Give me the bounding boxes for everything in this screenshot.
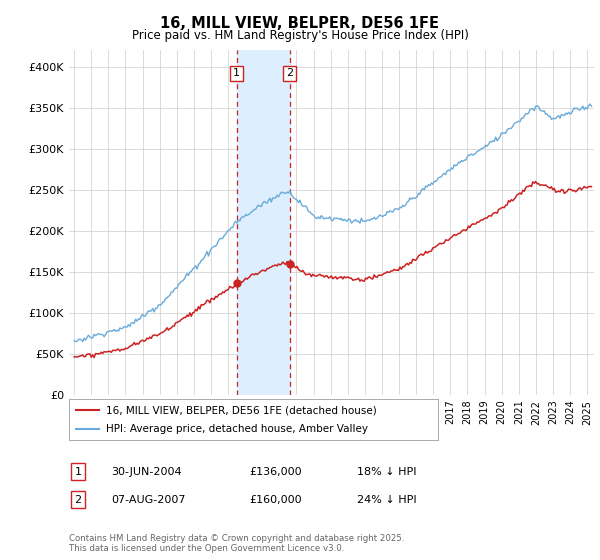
Text: 2: 2 [286, 68, 293, 78]
Text: 30-JUN-2004: 30-JUN-2004 [111, 466, 182, 477]
Text: Contains HM Land Registry data © Crown copyright and database right 2025.
This d: Contains HM Land Registry data © Crown c… [69, 534, 404, 553]
Text: £136,000: £136,000 [249, 466, 302, 477]
Text: 16, MILL VIEW, BELPER, DE56 1FE (detached house): 16, MILL VIEW, BELPER, DE56 1FE (detache… [106, 405, 377, 415]
Text: HPI: Average price, detached house, Amber Valley: HPI: Average price, detached house, Ambe… [106, 424, 368, 433]
Text: 1: 1 [74, 466, 82, 477]
Text: £160,000: £160,000 [249, 494, 302, 505]
Text: 2: 2 [74, 494, 82, 505]
Text: 24% ↓ HPI: 24% ↓ HPI [357, 494, 416, 505]
Bar [236, 50, 290, 395]
Text: 1: 1 [233, 68, 240, 78]
Text: 18% ↓ HPI: 18% ↓ HPI [357, 466, 416, 477]
Text: 07-AUG-2007: 07-AUG-2007 [111, 494, 185, 505]
Text: 16, MILL VIEW, BELPER, DE56 1FE: 16, MILL VIEW, BELPER, DE56 1FE [161, 16, 439, 31]
Text: Price paid vs. HM Land Registry's House Price Index (HPI): Price paid vs. HM Land Registry's House … [131, 29, 469, 42]
